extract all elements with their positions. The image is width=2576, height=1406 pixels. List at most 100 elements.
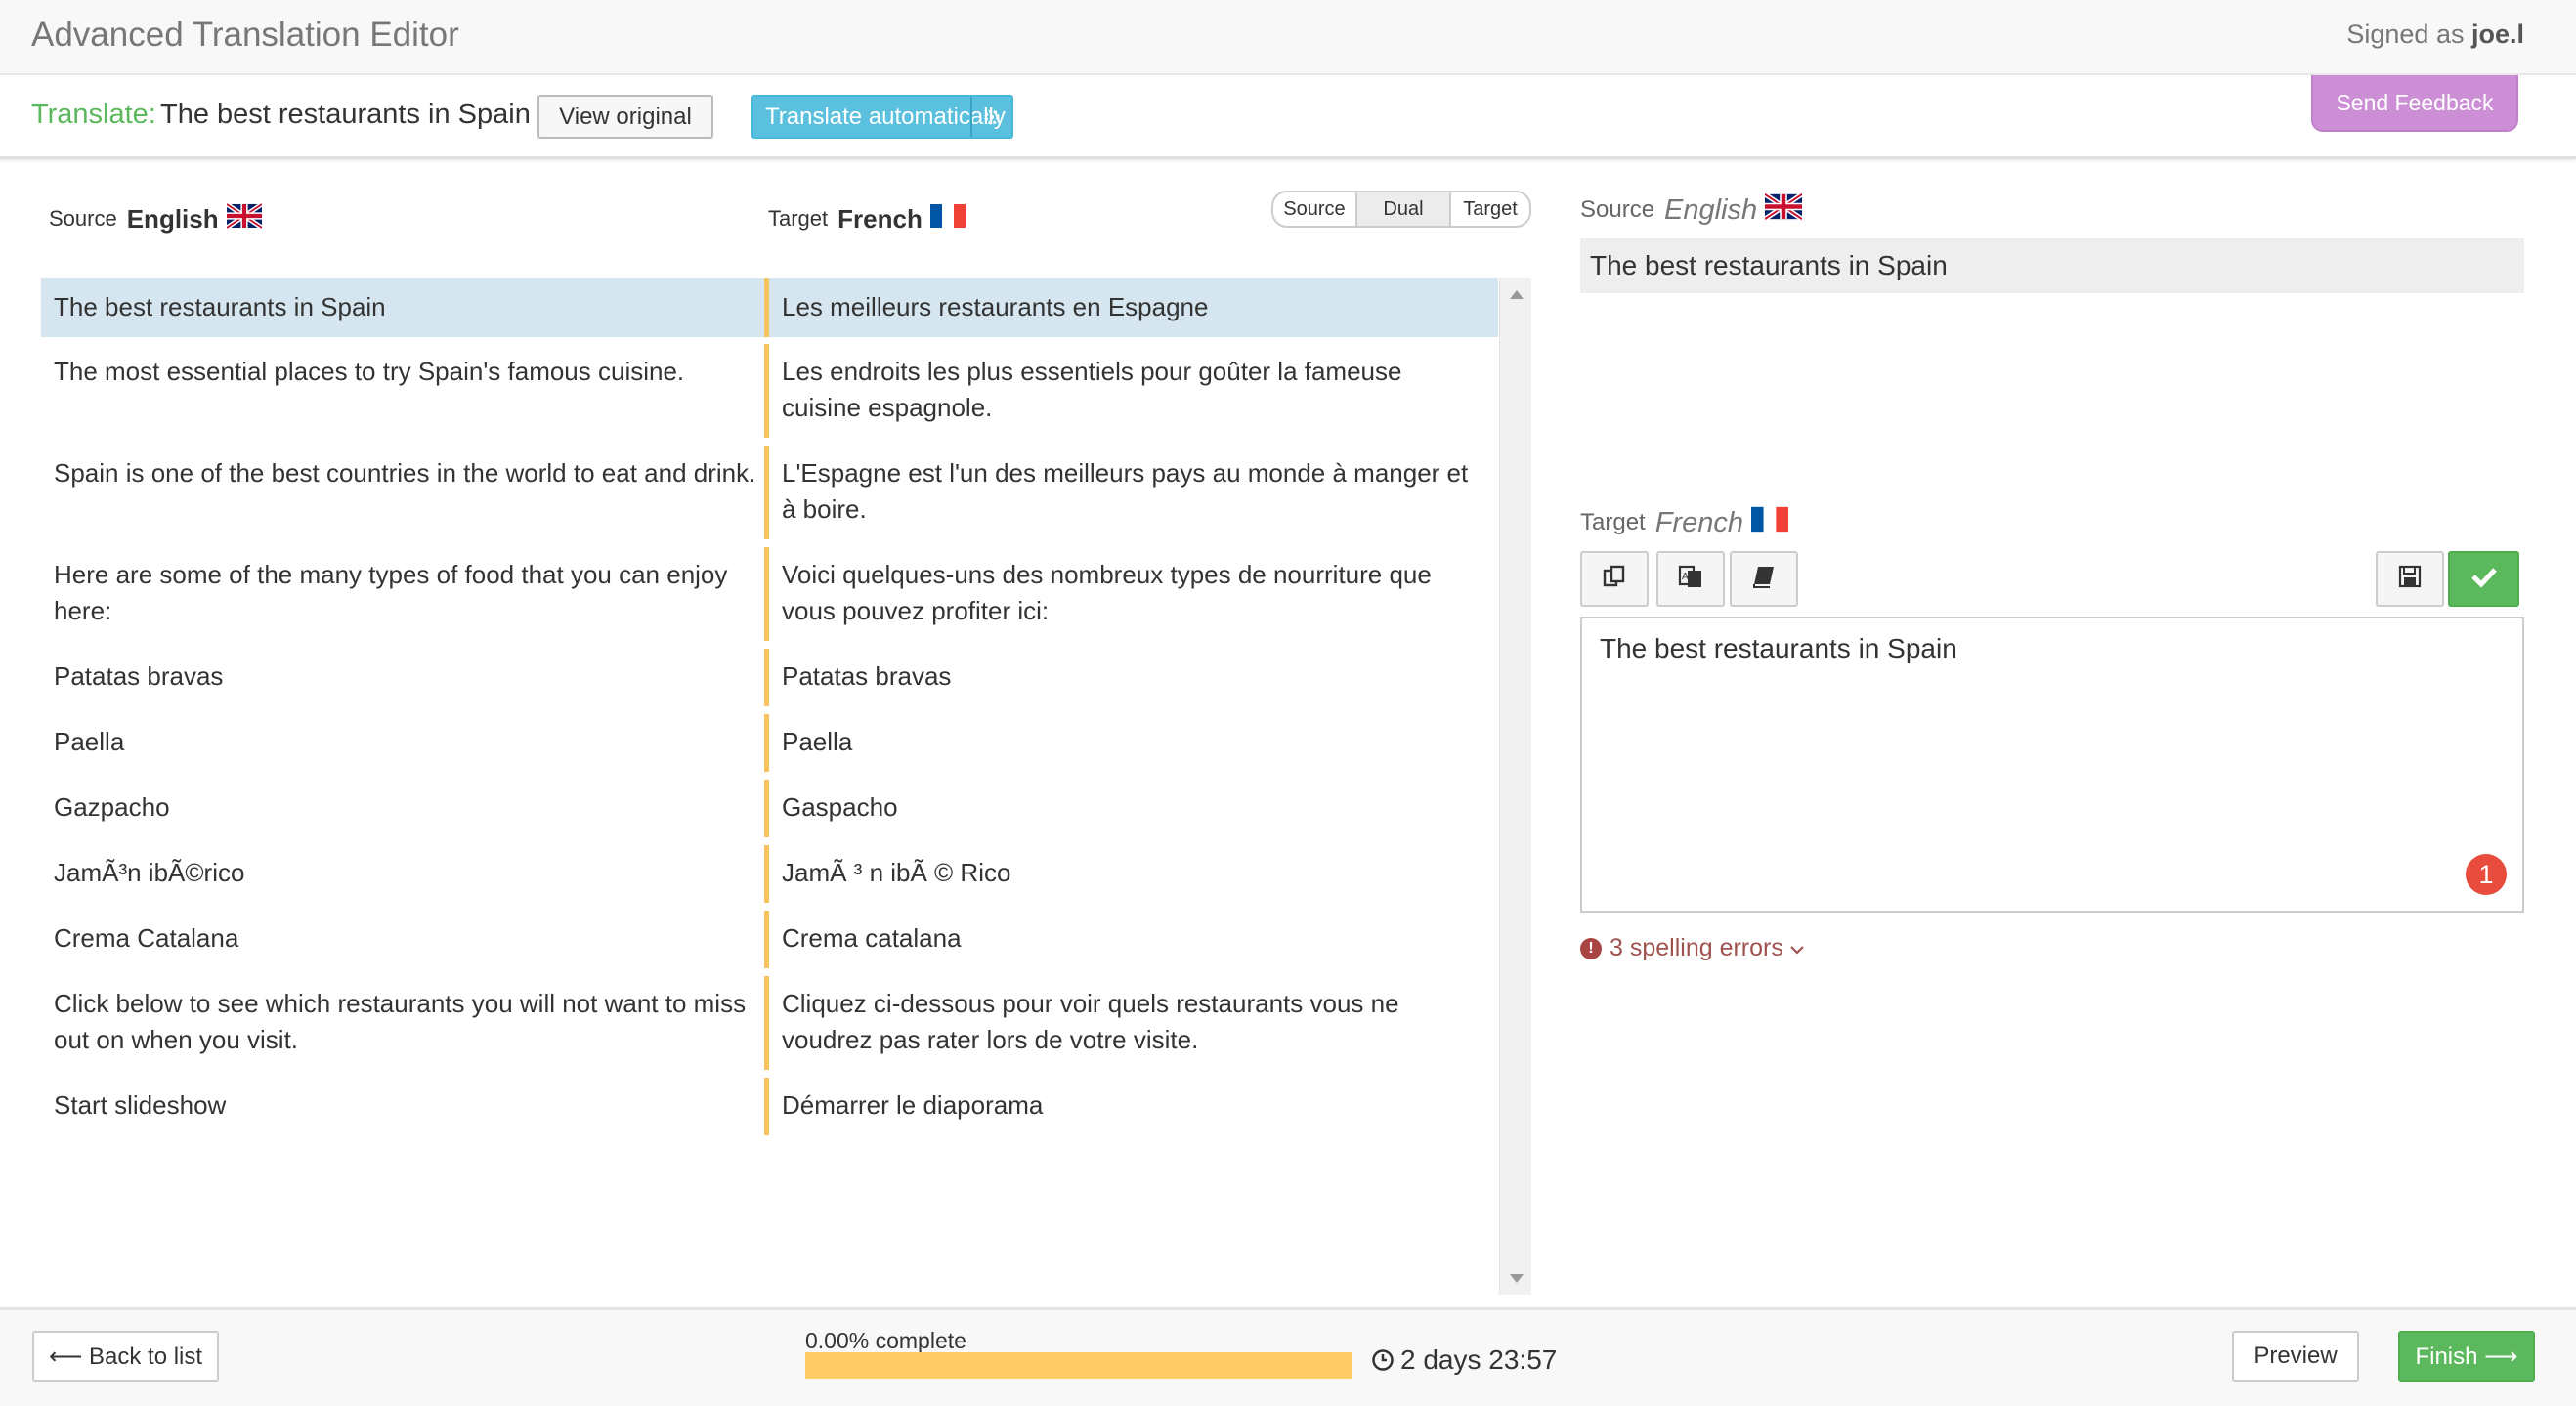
uk-flag-icon	[1763, 192, 1804, 227]
segment-source: Click below to see which restaurants you…	[54, 989, 747, 1054]
error-count-badge[interactable]: 1	[2466, 854, 2507, 895]
target-language-header: Target French	[768, 203, 966, 234]
segment-row[interactable]: Start slideshow Démarrer le diaporama	[41, 1078, 1498, 1135]
username[interactable]: joe.l	[2470, 20, 2524, 49]
editor-target-language: French	[1654, 506, 1743, 538]
check-icon	[2470, 565, 2498, 593]
time-remaining: 2 days 23:57	[1371, 1344, 1557, 1376]
segment-row[interactable]: Here are some of the many types of food …	[41, 547, 1498, 641]
machine-translate-button[interactable]: A	[1656, 551, 1725, 607]
spelling-errors-toggle[interactable]: ! 3 spelling errors	[1580, 934, 1805, 962]
spelling-errors-label: 3 spelling errors	[1610, 934, 1783, 961]
scroll-up-arrow-icon[interactable]	[1510, 290, 1524, 299]
progress-bar-fill	[805, 1352, 1352, 1379]
segment-target: L'Espagne est l'un des meilleurs pays au…	[782, 458, 1469, 524]
save-icon	[2397, 564, 2423, 594]
top-navbar: Advanced Translation Editor Signed as jo…	[0, 0, 2576, 75]
view-mode-dual[interactable]: Dual	[1357, 192, 1451, 226]
segment-divider	[764, 845, 769, 903]
segment-divider	[764, 649, 769, 706]
source-text-display: The best restaurants in Spain	[1580, 238, 2524, 293]
source-label: Source	[49, 206, 117, 231]
exclamation-icon: !	[1580, 937, 1602, 959]
segment-row[interactable]: Paella Paella	[41, 714, 1498, 772]
view-original-button[interactable]: View original	[537, 95, 713, 139]
confirm-segment-button[interactable]	[2448, 551, 2519, 607]
segment-row[interactable]: Gazpacho Gaspacho	[41, 780, 1498, 837]
segment-divider	[764, 278, 769, 337]
segment-target: JamÃ ³ n ibÃ © Rico	[782, 858, 1011, 887]
segment-source: Here are some of the many types of food …	[54, 560, 728, 625]
segment-target: Les meilleurs restaurants en Espagne	[782, 292, 1209, 321]
segment-divider	[764, 1078, 769, 1135]
copy-source-button[interactable]	[1580, 551, 1649, 607]
back-to-list-button[interactable]: ⟵ Back to list	[32, 1331, 219, 1382]
segment-source: Paella	[54, 727, 125, 756]
segment-source: JamÃ³n ibÃ©rico	[54, 858, 245, 887]
segment-row[interactable]: The most essential places to try Spain's…	[41, 344, 1498, 438]
segment-divider	[764, 547, 769, 641]
dictionary-button[interactable]	[1730, 551, 1798, 607]
segment-divider	[764, 976, 769, 1070]
editor-source-label: Source	[1580, 196, 1655, 223]
segment-row[interactable]: Crema Catalana Crema catalana	[41, 911, 1498, 968]
segment-divider	[764, 911, 769, 968]
segment-row[interactable]: Spain is one of the best countries in th…	[41, 446, 1498, 539]
segment-scrollbar[interactable]	[1499, 278, 1531, 1295]
segment-target: Crema catalana	[782, 923, 962, 953]
uk-flag-icon	[225, 202, 263, 234]
signed-prefix: Signed as	[2346, 20, 2465, 49]
translate-automatically-label: Translate automatically	[765, 103, 1006, 130]
scroll-down-arrow-icon[interactable]	[1510, 1274, 1524, 1283]
view-mode-toggle: Source Dual Target	[1271, 191, 1531, 228]
target-text-editor[interactable]: The best restaurants in Spain 1	[1580, 617, 2524, 913]
save-button[interactable]	[2376, 551, 2444, 607]
segment-row[interactable]: Click below to see which restaurants you…	[41, 976, 1498, 1070]
send-feedback-button[interactable]: Send Feedback	[2311, 75, 2518, 132]
segment-source: Start slideshow	[54, 1090, 227, 1120]
view-mode-target[interactable]: Target	[1463, 197, 1518, 220]
segment-source: Spain is one of the best countries in th…	[54, 458, 756, 488]
segment-source: Patatas bravas	[54, 661, 224, 691]
finish-button[interactable]: Finish ⟶	[2398, 1331, 2535, 1382]
signed-in-user: Signed as joe.l	[2346, 20, 2524, 50]
preview-button[interactable]: Preview	[2232, 1331, 2359, 1382]
segment-row[interactable]: Patatas bravas Patatas bravas	[41, 649, 1498, 706]
segment-target: Paella	[782, 727, 853, 756]
view-mode-source[interactable]: Source	[1273, 192, 1357, 226]
editor-target-header: Target French	[1580, 506, 1788, 539]
segment-divider	[764, 446, 769, 539]
translate-automatically-button[interactable]: Translate automatically	[751, 95, 1013, 139]
chevron-down-icon	[1789, 934, 1805, 962]
segment-source: The best restaurants in Spain	[54, 292, 386, 321]
dictionary-icon	[1750, 563, 1778, 595]
svg-text:A: A	[1682, 572, 1689, 582]
clock-icon	[1371, 1348, 1395, 1372]
segment-divider	[764, 344, 769, 438]
time-remaining-text: 2 days 23:57	[1400, 1344, 1558, 1375]
segment-target: Cliquez ci-dessous pour voir quels resta…	[782, 989, 1399, 1054]
segment-row[interactable]: The best restaurants in Spain Les meille…	[41, 278, 1498, 337]
translate-icon: A	[1677, 563, 1704, 595]
source-language-header: Source English	[49, 202, 263, 234]
gear-icon[interactable]	[970, 97, 1011, 137]
segment-divider	[764, 714, 769, 772]
editor-text[interactable]: The best restaurants in Spain	[1600, 633, 1957, 663]
segment-source: Crema Catalana	[54, 923, 239, 953]
document-title: The best restaurants in Spain	[160, 99, 531, 130]
segment-target: Démarrer le diaporama	[782, 1090, 1044, 1120]
segment-target: Gaspacho	[782, 792, 898, 822]
france-flag-icon	[929, 203, 966, 234]
progress-bar	[805, 1352, 1352, 1379]
france-flag-icon	[1750, 506, 1788, 539]
segment-row[interactable]: JamÃ³n ibÃ©rico JamÃ ³ n ibÃ © Rico	[41, 845, 1498, 903]
segment-target: Voici quelques-uns des nombreux types de…	[782, 560, 1432, 625]
segment-target: Patatas bravas	[782, 661, 952, 691]
segment-target: Les endroits les plus essentiels pour go…	[782, 357, 1402, 422]
editor-target-label: Target	[1580, 509, 1646, 535]
editor-source-header: Source English	[1580, 192, 1804, 227]
target-label: Target	[768, 206, 829, 231]
copy-source-icon	[1601, 563, 1628, 595]
source-language: English	[126, 203, 219, 234]
segment-divider	[764, 780, 769, 837]
